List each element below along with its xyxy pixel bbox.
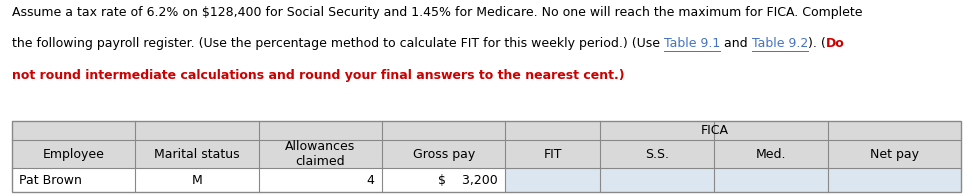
Text: FIT: FIT xyxy=(544,148,562,161)
Text: ). (: ). ( xyxy=(808,37,825,50)
Text: and: and xyxy=(720,37,751,50)
Text: Table 9.1: Table 9.1 xyxy=(664,37,720,50)
Text: Med.: Med. xyxy=(756,148,786,161)
Text: Table 9.2: Table 9.2 xyxy=(751,37,808,50)
Text: not round intermediate calculations and round your final answers to the nearest : not round intermediate calculations and … xyxy=(12,69,625,82)
Text: S.S.: S.S. xyxy=(645,148,669,161)
Text: Do: Do xyxy=(825,37,845,50)
Text: FICA: FICA xyxy=(701,124,729,137)
Text: 4: 4 xyxy=(367,174,375,187)
Text: Gross pay: Gross pay xyxy=(413,148,475,161)
Text: Pat Brown: Pat Brown xyxy=(19,174,83,187)
Text: Assume a tax rate of 6.2% on $128,400 for Social Security and 1.45% for Medicare: Assume a tax rate of 6.2% on $128,400 fo… xyxy=(12,6,862,19)
Text: Marital status: Marital status xyxy=(154,148,239,161)
Text: $    3,200: $ 3,200 xyxy=(438,174,498,187)
Text: Net pay: Net pay xyxy=(871,148,919,161)
Text: the following payroll register. (Use the percentage method to calculate FIT for : the following payroll register. (Use the… xyxy=(12,37,664,50)
Text: Employee: Employee xyxy=(43,148,104,161)
Text: M: M xyxy=(192,174,202,187)
Text: Allowances
claimed: Allowances claimed xyxy=(285,140,355,168)
